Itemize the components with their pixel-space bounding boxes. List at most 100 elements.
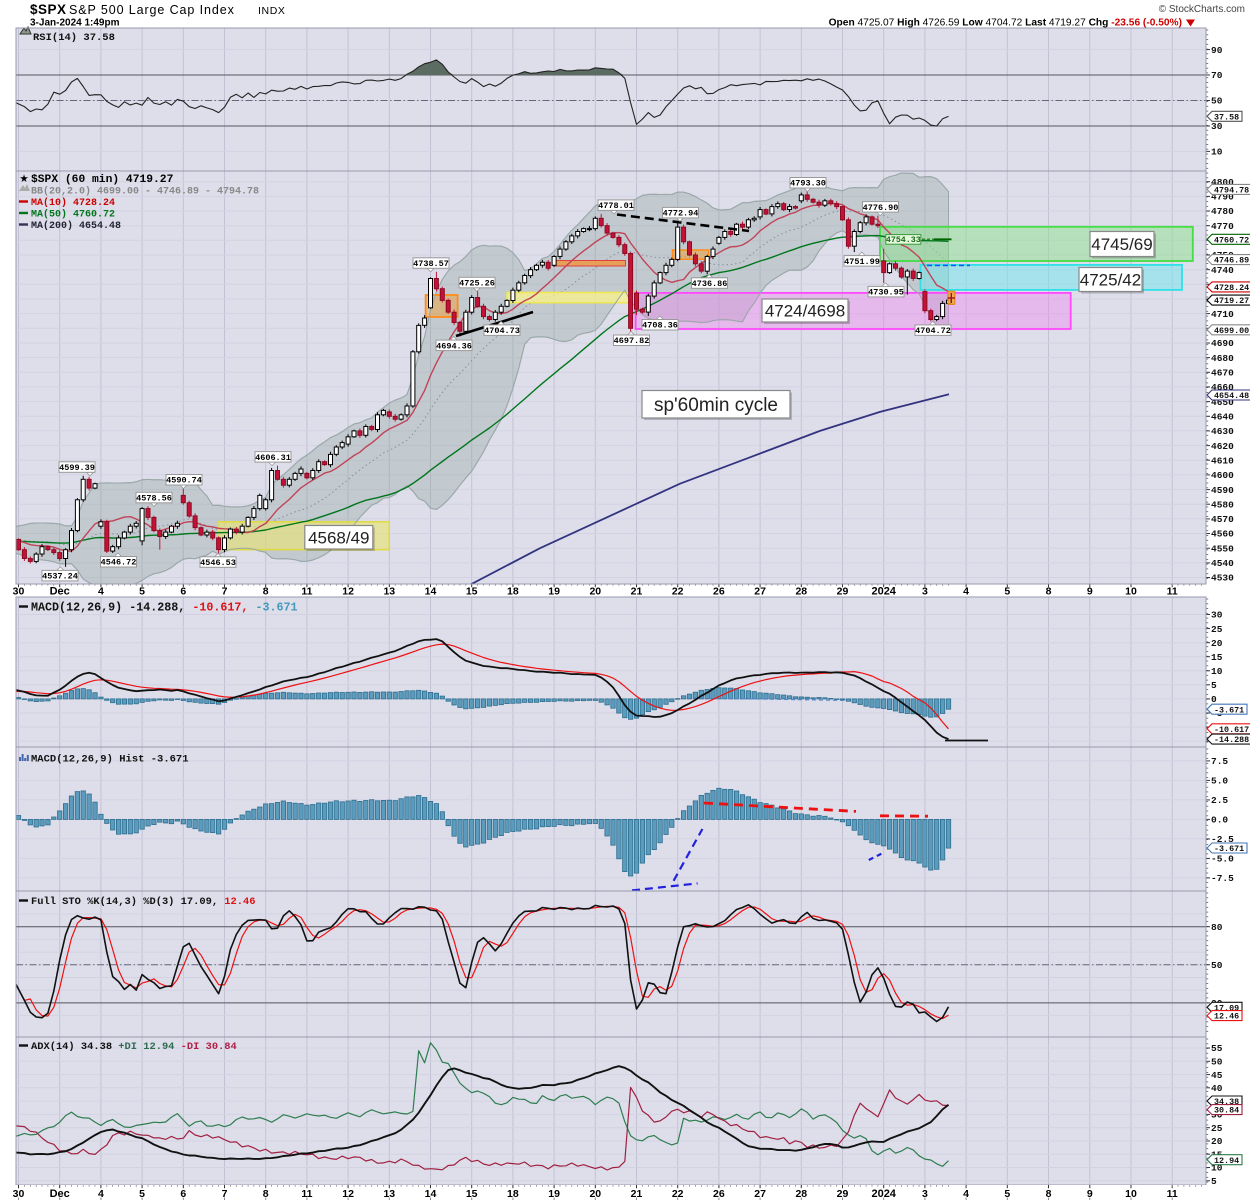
- svg-text:25: 25: [1211, 624, 1223, 635]
- svg-text:4704.73: 4704.73: [484, 326, 520, 336]
- svg-text:11: 11: [301, 1188, 312, 1200]
- svg-text:4670: 4670: [1211, 368, 1234, 379]
- svg-text:4770: 4770: [1211, 221, 1234, 232]
- svg-text:ADX(14) 34.38 +DI 12.94 -DI 30: ADX(14) 34.38 +DI 12.94 -DI 30.84: [31, 1041, 237, 1053]
- svg-text:4772.94: 4772.94: [663, 209, 699, 219]
- svg-text:4708.36: 4708.36: [642, 321, 678, 331]
- svg-text:7: 7: [222, 1188, 228, 1200]
- svg-text:4728.24: 4728.24: [1214, 283, 1249, 293]
- svg-text:MA(50) 4760.72: MA(50) 4760.72: [31, 208, 115, 220]
- svg-text:21: 21: [631, 1188, 643, 1200]
- svg-text:-7.5: -7.5: [1211, 873, 1234, 884]
- svg-text:12: 12: [342, 1188, 354, 1200]
- svg-text:37.58: 37.58: [1214, 112, 1239, 122]
- svg-text:80: 80: [1211, 922, 1223, 933]
- svg-text:20: 20: [1211, 638, 1223, 649]
- svg-text:$SPX (60 min) 4719.27: $SPX (60 min) 4719.27: [31, 174, 174, 186]
- svg-text:2024: 2024: [871, 1188, 896, 1200]
- svg-text:4: 4: [98, 586, 104, 598]
- svg-text:4800: 4800: [1211, 177, 1234, 188]
- svg-text:13: 13: [383, 586, 395, 598]
- svg-text:7: 7: [222, 586, 228, 598]
- svg-text:4780: 4780: [1211, 206, 1234, 217]
- svg-text:4590: 4590: [1211, 485, 1234, 496]
- svg-text:26: 26: [713, 586, 725, 598]
- svg-text:4704.72: 4704.72: [915, 326, 951, 336]
- svg-text:5: 5: [1004, 1188, 1010, 1200]
- svg-text:4725/42: 4725/42: [1080, 271, 1141, 290]
- svg-text:15: 15: [1211, 652, 1223, 663]
- svg-text:11: 11: [1167, 586, 1178, 598]
- svg-text:4746.89: 4746.89: [1214, 256, 1249, 266]
- svg-text:40: 40: [1211, 1083, 1223, 1094]
- svg-text:70: 70: [1211, 70, 1223, 81]
- svg-text:5.0: 5.0: [1211, 776, 1228, 787]
- svg-text:17.09: 17.09: [1214, 1003, 1239, 1013]
- svg-text:4610: 4610: [1211, 455, 1234, 466]
- svg-text:4546.53: 4546.53: [200, 558, 236, 568]
- svg-text:5: 5: [139, 586, 145, 598]
- svg-text:4760.72: 4760.72: [1214, 235, 1249, 245]
- svg-text:4: 4: [98, 1188, 104, 1200]
- svg-text:20: 20: [589, 1188, 601, 1200]
- svg-text:30.84: 30.84: [1214, 1106, 1239, 1116]
- svg-text:4654.48: 4654.48: [1214, 391, 1249, 401]
- svg-text:18: 18: [507, 586, 519, 598]
- svg-text:4690: 4690: [1211, 338, 1234, 349]
- svg-text:4776.90: 4776.90: [863, 203, 899, 213]
- svg-text:11: 11: [301, 586, 312, 598]
- svg-text:4600: 4600: [1211, 470, 1234, 481]
- svg-text:4778.01: 4778.01: [598, 201, 634, 211]
- svg-text:5: 5: [139, 1188, 145, 1200]
- svg-text:4660: 4660: [1211, 382, 1234, 393]
- svg-text:4537.24: 4537.24: [42, 572, 78, 582]
- svg-text:4568/49: 4568/49: [308, 528, 369, 547]
- svg-text:4580: 4580: [1211, 499, 1234, 510]
- svg-text:$SPX: $SPX: [30, 2, 67, 17]
- svg-text:25: 25: [1211, 1123, 1223, 1134]
- svg-text:8: 8: [1046, 586, 1052, 598]
- svg-text:10: 10: [1211, 1163, 1223, 1174]
- svg-text:7.5: 7.5: [1211, 756, 1228, 767]
- svg-text:8: 8: [1046, 1188, 1052, 1200]
- svg-text:-10.617: -10.617: [1214, 725, 1249, 735]
- svg-text:19: 19: [548, 1188, 560, 1200]
- svg-text:4: 4: [963, 1188, 969, 1200]
- svg-text:90: 90: [1211, 45, 1223, 56]
- svg-text:5: 5: [1211, 680, 1217, 691]
- svg-text:© StockCharts.com: © StockCharts.com: [1159, 4, 1245, 15]
- svg-text:15: 15: [466, 586, 478, 598]
- svg-text:4710: 4710: [1211, 309, 1234, 320]
- svg-text:29: 29: [837, 586, 849, 598]
- svg-text:29: 29: [837, 1188, 849, 1200]
- svg-text:27: 27: [754, 1188, 766, 1200]
- svg-text:4630: 4630: [1211, 426, 1234, 437]
- svg-text:INDX: INDX: [258, 5, 286, 17]
- svg-text:0.0: 0.0: [1211, 815, 1228, 826]
- svg-text:4699.00: 4699.00: [1214, 326, 1249, 336]
- svg-text:S&P 500 Large Cap Index: S&P 500 Large Cap Index: [69, 3, 235, 17]
- svg-text:-14.288: -14.288: [1214, 735, 1249, 745]
- svg-text:14: 14: [425, 586, 437, 598]
- svg-text:8: 8: [263, 1188, 269, 1200]
- svg-text:30: 30: [1211, 610, 1223, 621]
- svg-text:Dec: Dec: [50, 1188, 70, 1200]
- svg-text:9: 9: [1087, 586, 1093, 598]
- svg-text:0: 0: [1211, 694, 1217, 705]
- svg-text:28: 28: [795, 586, 807, 598]
- svg-text:4738.57: 4738.57: [413, 259, 449, 269]
- svg-text:Full STO %K(14,3) %D(3) 17.09,: Full STO %K(14,3) %D(3) 17.09, 12.46: [31, 896, 255, 908]
- svg-text:★: ★: [20, 174, 29, 185]
- svg-text:Dec: Dec: [50, 586, 70, 598]
- svg-text:4793.30: 4793.30: [790, 179, 826, 189]
- svg-text:4578.56: 4578.56: [136, 494, 172, 504]
- svg-text:21: 21: [631, 586, 643, 598]
- svg-text:4745/69: 4745/69: [1091, 235, 1152, 254]
- svg-text:MA(10) 4728.24: MA(10) 4728.24: [31, 197, 115, 209]
- svg-text:18: 18: [507, 1188, 519, 1200]
- svg-text:4794.78: 4794.78: [1214, 186, 1249, 196]
- svg-text:50: 50: [1211, 96, 1223, 107]
- svg-text:4590.74: 4590.74: [166, 476, 202, 486]
- svg-text:5: 5: [1004, 586, 1010, 598]
- svg-text:4560: 4560: [1211, 529, 1234, 540]
